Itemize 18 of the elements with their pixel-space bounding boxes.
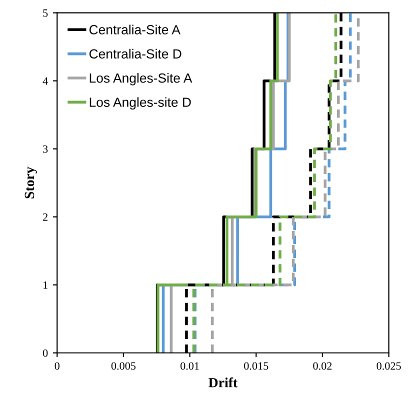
legend-label: Los Angles-Site A	[90, 73, 192, 86]
y-tick-label: 0	[42, 349, 48, 357]
x-tick-label: 0.015	[244, 362, 268, 370]
y-tick-label: 5	[43, 9, 48, 17]
x-tick-label: 0.005	[111, 362, 136, 370]
x-tick-label: 0.025	[376, 362, 401, 370]
y-tick-label: 1	[44, 281, 48, 289]
y-tick-label: 2	[43, 213, 48, 221]
x-axis-title: Drift	[208, 377, 238, 388]
x-tick-label: 0.01	[180, 362, 199, 370]
y-tick-label: 3	[43, 145, 48, 153]
legend-label: Centralia-Site D	[89, 48, 182, 59]
x-tick-label: 0	[54, 362, 60, 370]
y-axis-title: Story	[24, 166, 37, 198]
x-tick-label: 0.02	[313, 362, 332, 370]
y-tick-label: 4	[42, 77, 48, 85]
legend-label: Centralia-Site A	[89, 24, 180, 34]
legend-label: Los Angles-site D	[90, 97, 191, 110]
